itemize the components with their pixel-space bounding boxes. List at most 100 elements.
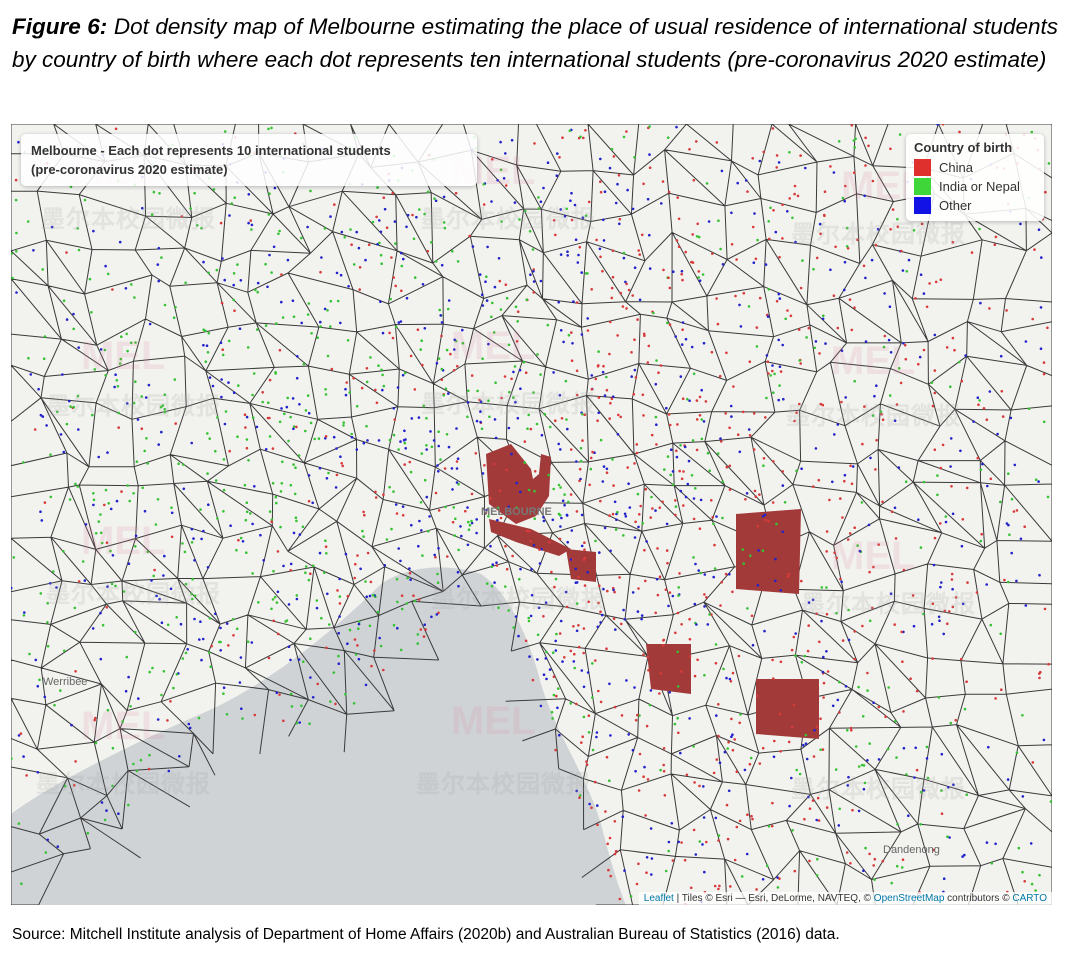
student-dot [707, 220, 711, 223]
student-dot [283, 412, 286, 416]
map[interactable]: MEL MEL MEL MEL MEL MEL MEL MEL MEL MEL … [11, 124, 1052, 905]
student-dot [93, 368, 97, 371]
student-dot [925, 757, 929, 760]
student-dot [326, 592, 329, 596]
student-dot [74, 760, 77, 763]
student-dot [352, 702, 356, 705]
student-dot [591, 662, 594, 665]
student-dot [793, 869, 797, 873]
student-dot [417, 598, 421, 601]
student-dot [900, 249, 903, 253]
student-dot [245, 510, 249, 514]
student-dot [49, 495, 53, 499]
leaflet-link[interactable]: Leaflet [643, 893, 674, 904]
student-dot [554, 419, 557, 423]
map-canvas[interactable] [11, 124, 1052, 905]
student-dot [976, 396, 980, 400]
student-dot [539, 279, 543, 283]
student-dot [893, 623, 896, 626]
student-dot [730, 211, 733, 215]
student-dot [609, 401, 612, 405]
student-dot [877, 758, 881, 761]
student-dot [936, 493, 939, 497]
student-dot [507, 505, 511, 509]
student-dot [324, 388, 327, 391]
student-dot [19, 732, 23, 735]
student-dot [239, 536, 243, 540]
student-dot [42, 357, 46, 360]
student-dot [72, 405, 75, 409]
legend-item-india-nepal: India or Nepal [914, 177, 1036, 196]
student-dot [439, 314, 443, 317]
student-dot [605, 647, 608, 650]
student-dot [676, 423, 679, 426]
student-dot [271, 447, 275, 450]
student-dot [819, 717, 822, 720]
student-dot [553, 585, 556, 589]
student-dot [896, 225, 900, 228]
student-dot [382, 493, 385, 497]
student-dot [674, 631, 677, 635]
student-dot [987, 745, 990, 749]
student-dot [893, 506, 897, 510]
student-dot [583, 413, 587, 417]
student-dot [841, 196, 845, 200]
student-dot [581, 439, 584, 442]
openstreetmap-link[interactable]: OpenStreetMap [873, 893, 945, 904]
student-dot [699, 498, 703, 502]
student-dot [598, 551, 601, 554]
student-dot [533, 517, 536, 520]
student-dot [635, 882, 639, 886]
student-dot [710, 613, 713, 616]
student-dot [661, 643, 665, 647]
student-dot [662, 747, 666, 750]
student-dot [255, 425, 259, 429]
student-dot [59, 433, 63, 436]
student-dot [385, 226, 389, 229]
student-dot [63, 784, 67, 788]
student-dot [639, 504, 642, 508]
student-dot [83, 579, 87, 582]
student-dot [76, 485, 80, 488]
student-dot [732, 385, 735, 388]
student-dot [529, 273, 532, 276]
student-dot [612, 617, 616, 620]
student-dot [582, 685, 586, 689]
student-dot [933, 369, 937, 372]
student-dot [950, 572, 954, 576]
student-dot [1013, 463, 1017, 467]
student-dot [683, 445, 687, 449]
student-dot [524, 639, 528, 643]
student-dot [286, 396, 290, 400]
student-dot [160, 621, 164, 624]
student-dot [403, 429, 406, 433]
carto-link[interactable]: CARTO [1012, 893, 1047, 904]
student-dot [311, 696, 315, 699]
student-dot [864, 276, 867, 280]
student-dot [97, 520, 101, 523]
student-dot [704, 400, 708, 403]
student-dot [467, 389, 470, 393]
student-dot [277, 632, 280, 636]
student-dot [344, 693, 347, 696]
student-dot [488, 415, 491, 419]
student-dot [692, 372, 696, 376]
student-dot [20, 882, 23, 885]
map-title-box: Melbourne - Each dot represents 10 inter… [21, 134, 477, 186]
student-dot [326, 354, 330, 358]
student-dot [538, 562, 542, 565]
dense-china-block [566, 549, 596, 582]
student-dot [593, 780, 597, 784]
student-dot [502, 177, 506, 180]
student-dot [1019, 537, 1023, 541]
student-dot [722, 667, 725, 671]
student-dot [281, 316, 285, 319]
student-dot [456, 364, 459, 368]
student-dot [781, 484, 785, 487]
student-dot [517, 634, 520, 638]
student-dot [261, 391, 264, 394]
student-dot [623, 869, 626, 872]
student-dot [561, 499, 565, 503]
student-dot [712, 575, 715, 579]
student-dot [758, 159, 762, 163]
